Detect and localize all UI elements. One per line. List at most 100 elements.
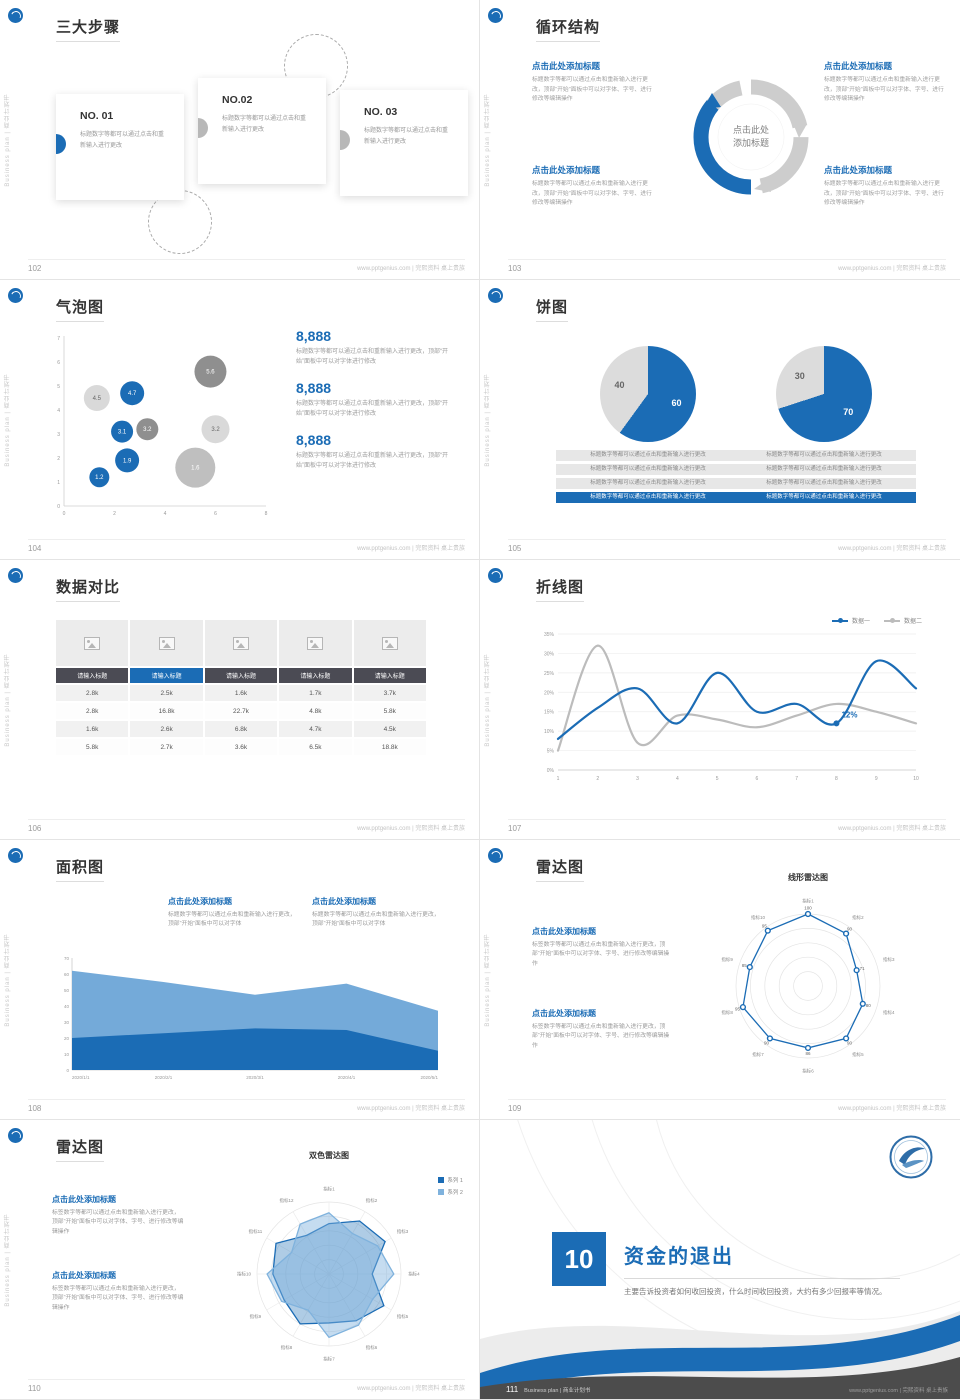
block-heading: 点击此处添加标题 [52,1271,116,1280]
step-card-3[interactable]: NO. 03 标题数字等都可以通过点击和重新输入进行更改 [340,90,468,196]
svg-text:3.2: 3.2 [143,427,152,433]
bubble-chart: 0 1 2 3 4 5 6 7 0 2 4 6 8 4.5 4.7 3.1 3.2 1.9 1.2 1.6 3.2 5.6 [57,336,268,517]
slide-107[interactable]: 折线图 数据一 数据二 0% 5% 10% 15% 20% 25% 30% 35% 1 2 3 4 5 6… [480,560,960,840]
table-cell: 18.8k [353,739,426,755]
svg-text:35%: 35% [544,632,555,638]
pie-caption-row: 标题数字等都可以通过点击和重新输入进行更改 [732,464,916,475]
image-icon [158,636,175,650]
step-number: NO. 01 [80,110,114,122]
slide-logo-icon [8,848,23,863]
slide-106[interactable]: 数据对比 请输入标题 请输入标题 请输入标题 请输入标题 请输入标题 2.8k 2.5k 1.… [0,560,480,840]
area-text-block[interactable]: 点击此处添加标题 标题数字等都可以通过点击和重新输入进行更改，顶部“开始”面板中… [168,896,300,930]
step-body-text: 标题数字等都可以通过点击和重新输入进行更改 [80,132,165,149]
svg-text:指标9: 指标9 [250,1313,262,1320]
page-number: 104 [28,544,42,553]
radar-text-block[interactable]: 点击此处添加标题 标签数字等都可以通过点击和重新输入进行更改，顶部“开始”面板中… [532,926,672,969]
cycle-text-block[interactable]: 点击此处添加标题 标题数字等都可以通过点击和重新输入进行更改，顶部“开始”面板中… [532,60,652,105]
radar-text-block[interactable]: 点击此处添加标题 标签数字等都可以通过点击和重新输入进行更改，顶部“开始”面板中… [52,1194,184,1237]
sidebar-vertical-text: Business plan | 商业计划书 [485,92,491,187]
svg-text:6: 6 [214,511,217,517]
slide-104[interactable]: 气泡图 0 1 2 3 4 5 6 7 0 2 4 6 8 4.5 4.7 3.1 3.2 1.9 1.2 1.6 3.… [0,280,480,560]
legend-item: 系列 2 [438,1188,463,1196]
svg-text:60: 60 [64,972,70,977]
area-text-block[interactable]: 点击此处添加标题 标题数字等都可以通过点击和重新输入进行更改，顶部“开始”面板中… [312,896,444,930]
table-cell: 1.7k [279,685,352,701]
footer-divider [508,259,946,260]
svg-text:1.2: 1.2 [95,475,104,481]
table-cell: 3.7k [353,685,426,701]
svg-text:95: 95 [762,924,768,929]
legend-item: 系列 1 [438,1176,463,1184]
cycle-text-block[interactable]: 点击此处添加标题 标题数字等都可以通过点击和重新输入进行更改，顶部“开始”面板中… [532,164,652,209]
svg-text:2: 2 [596,776,599,782]
block-heading: 点击此处添加标题 [532,1009,596,1018]
svg-text:90: 90 [847,1041,853,1046]
svg-text:指标4: 指标4 [408,1271,420,1278]
table-header-cell: 请输入标题 [130,668,203,683]
slide-title: 雷达图 [536,856,585,882]
table-cell: 4.7k [279,721,352,737]
swoosh-decoration [480,1311,960,1399]
slide-105[interactable]: 饼图 60 40 70 30 标题数字等都可以通过点击和重新输入进行更改 标题数字等都… [480,280,960,560]
watermark-text: www.pptgenius.com | 完熙资料 桌上贵族 [357,1106,465,1112]
block-heading: 点击此处添加标题 [532,61,601,71]
kpi-item[interactable]: 8,888 标题数字等都可以通过点击和重新输入进行更改，顶部“开始”面板中可以对… [296,380,448,419]
pie-slice-label: 30 [794,371,805,382]
page-number: 108 [28,1104,42,1113]
cycle-text-block[interactable]: 点击此处添加标题 标题数字等都可以通过点击和重新输入进行更改，顶部“开始”面板中… [824,60,944,105]
table-cell: 2.6k [130,721,203,737]
svg-text:10%: 10% [544,729,555,735]
sidebar-vertical-text: Business plan | 商业计划书 [5,1212,11,1307]
slide-110[interactable]: 雷达图 双色雷达图 系列 1 系列 2 点击此处添加标题 标签数字等都可以通过点… [0,1120,480,1400]
step-body-text: 标题数字等都可以通过点击和重新输入进行更改 [364,128,449,145]
radar-text-block[interactable]: 点击此处添加标题 标签数字等都可以通过点击和重新输入进行更改，顶部“开始”面板中… [532,1008,672,1051]
slide-logo-icon [488,848,503,863]
watermark-text: www.pptgenius.com | 完熙资料 桌上贵族 [357,546,465,552]
block-body: 标题数字等都可以通过点击和重新输入进行更改，顶部“开始”面板中可以对字体、字号、… [824,77,944,103]
table-cell: 2.8k [56,685,129,701]
slide-109[interactable]: 雷达图 线形雷达图 点击此处添加标题 标签数字等都可以通过点击和重新输入进行更改… [480,840,960,1120]
radar-chart: 指标1 指标2 指标3 指标4 指标5 指标6 指标7 指标8 指标9 指标10 100 90 71 80… [721,898,895,1075]
svg-text:0: 0 [66,1068,69,1073]
section-body-text: 主要告诉投资者如何收回投资，什么时间收回投资，大约有多少回报率等情况。 [624,1287,887,1296]
legend-label: 系列 2 [447,1190,463,1196]
svg-text:5.6: 5.6 [206,370,215,376]
svg-text:6: 6 [755,776,758,782]
svg-text:指标8: 指标8 [721,1009,733,1016]
kpi-value: 8,888 [296,380,332,397]
svg-text:2020/3/1: 2020/3/1 [246,1075,264,1080]
kpi-item[interactable]: 8,888 标题数字等都可以通过点击和重新输入进行更改，顶部“开始”面板中可以对… [296,328,448,367]
step-card-1[interactable]: NO. 01 标题数字等都可以通过点击和重新输入进行更改 [56,94,184,200]
svg-text:70: 70 [64,956,70,961]
cycle-text-block[interactable]: 点击此处添加标题 标题数字等都可以通过点击和重新输入进行更改，顶部“开始”面板中… [824,164,944,209]
legend-item: 数据一 [831,616,870,625]
table-cell: 2.8k [56,703,129,719]
slide-108[interactable]: 面积图 点击此处添加标题 标题数字等都可以通过点击和重新输入进行更改，顶部“开始… [0,840,480,1120]
semicircle-marker-icon [56,134,66,154]
table-cell: 1.6k [204,685,278,701]
radar-text-block[interactable]: 点击此处添加标题 标签数字等都可以通过点击和重新输入进行更改，顶部“开始”面板中… [52,1270,184,1313]
svg-text:指标6: 指标6 [366,1344,378,1351]
svg-text:2: 2 [57,456,60,462]
slide-title: 雷达图 [56,1136,105,1162]
semicircle-marker-icon [198,118,208,138]
svg-text:指标5: 指标5 [397,1313,409,1320]
kpi-body-text: 标题数字等都可以通过点击和重新输入进行更改，顶部“开始”面板中可以对字体进行修改 [296,401,448,417]
kpi-value: 8,888 [296,432,332,449]
block-body: 标题数字等都可以通过点击和重新输入进行更改，顶部“开始”面板中可以对字体 [168,912,296,928]
arrow-icon [754,179,771,192]
emblem-graphic [889,1135,933,1179]
slide-111[interactable]: 10 资金的退出 主要告诉投资者如何收回投资，什么时间收回投资，大约有多少回报率… [480,1120,960,1400]
svg-text:1.6: 1.6 [191,466,200,472]
svg-text:指标12: 指标12 [280,1197,295,1204]
step-card-2[interactable]: NO.02 标题数字等都可以通过点击和重新输入进行更改 [198,78,326,184]
slide-102[interactable]: 三大步骤 NO. 01 标题数字等都可以通过点击和重新输入进行更改 NO.02 … [0,0,480,280]
watermark-text: www.pptgenius.com | 完熙资料 桌上贵族 [357,1386,465,1392]
slide-103[interactable]: 循环结构 点击此处添加标题 标题数字等都可以通过点击和重新输入进行更改，顶部“开… [480,0,960,280]
table-header-cell: 请输入标题 [204,668,278,683]
svg-text:7: 7 [57,336,60,342]
image-icon [381,636,398,650]
kpi-item[interactable]: 8,888 标题数字等都可以通过点击和重新输入进行更改，顶部“开始”面板中可以对… [296,432,448,471]
slide-title: 三大步骤 [56,16,121,42]
